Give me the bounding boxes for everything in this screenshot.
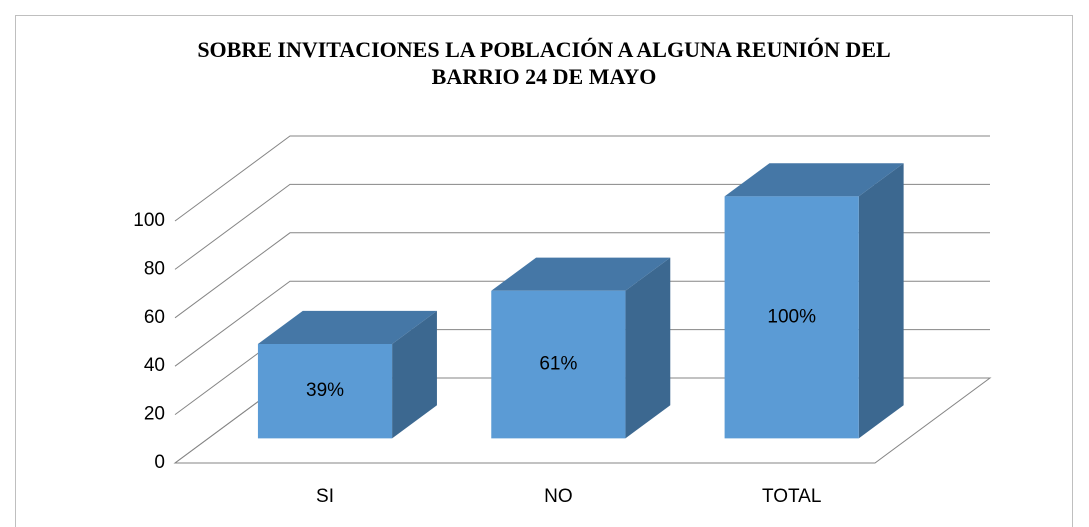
grid-line: [174, 135, 990, 222]
y-tick-label: 0: [154, 452, 165, 473]
y-tick-label: 20: [144, 404, 165, 425]
bar: [491, 257, 671, 439]
value-label: 61%: [539, 354, 577, 375]
bar: [724, 163, 904, 439]
value-label: 100%: [767, 306, 816, 327]
bar-top: [257, 310, 437, 344]
x-tick-label: NO: [544, 486, 573, 507]
bar-front: [491, 290, 626, 439]
x-tick-label: TOTAL: [762, 486, 821, 507]
chart-title: SOBRE INVITACIONES LA POBLACIÓN A ALGUNA…: [197, 37, 891, 89]
y-tick-label: 60: [144, 307, 165, 328]
y-tick-label: 40: [144, 355, 165, 376]
x-tick-label: SI: [316, 486, 334, 507]
bar: [257, 310, 437, 439]
bar-top: [491, 257, 671, 291]
bar-side: [392, 310, 437, 439]
chart-border: [15, 15, 1073, 527]
bar-front: [724, 196, 859, 439]
bar-side: [858, 163, 904, 439]
value-label: 39%: [306, 380, 344, 401]
y-tick-label: 100: [133, 210, 165, 231]
y-tick-label: 80: [144, 258, 165, 279]
bar-top: [724, 163, 904, 197]
bar-front: [257, 343, 393, 439]
bar-side: [625, 257, 671, 439]
